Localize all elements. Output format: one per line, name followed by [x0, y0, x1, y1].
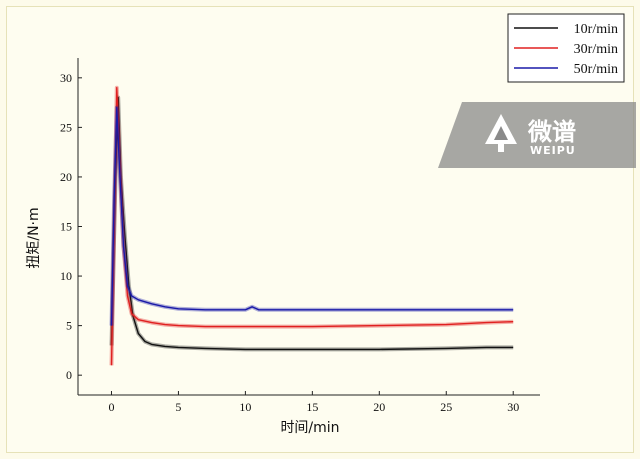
watermark-banner — [438, 102, 636, 168]
y-axis-label: 扭矩/N·m — [26, 207, 42, 268]
y-tick-label: 5 — [66, 319, 72, 333]
y-tick-label: 0 — [66, 368, 72, 382]
y-tick-label: 30 — [60, 71, 72, 85]
x-tick-label: 0 — [108, 400, 114, 414]
y-tick-label: 25 — [60, 120, 72, 134]
watermark-text: 微谱 — [528, 118, 576, 146]
legend-label: 10r/min — [574, 22, 618, 37]
x-tick-label: 20 — [373, 400, 385, 414]
series-layer — [109, 85, 514, 366]
series-line — [110, 106, 514, 326]
legend-label: 50r/min — [574, 62, 618, 77]
x-tick-label: 30 — [507, 400, 519, 414]
y-tick-label: 20 — [60, 170, 72, 184]
x-tick-label: 10 — [239, 400, 251, 414]
watermark: 微谱 WEIPU — [438, 102, 636, 168]
legend-label: 30r/min — [574, 42, 618, 57]
x-tick-label: 25 — [440, 400, 452, 414]
y-tick-label: 10 — [60, 269, 72, 283]
y-tick-label: 15 — [60, 220, 72, 234]
weipu-logo-icon — [485, 114, 517, 152]
x-tick-label: 15 — [306, 400, 318, 414]
watermark-subtext: WEIPU — [530, 144, 576, 157]
x-axis-label: 时间/min — [280, 420, 339, 436]
axes: 0 5 10 15 20 25 30 0 5 10 15 20 25 30 — [60, 58, 540, 414]
x-tick-label: 5 — [175, 400, 181, 414]
legend: 10r/min 30r/min 50r/min — [507, 13, 625, 83]
